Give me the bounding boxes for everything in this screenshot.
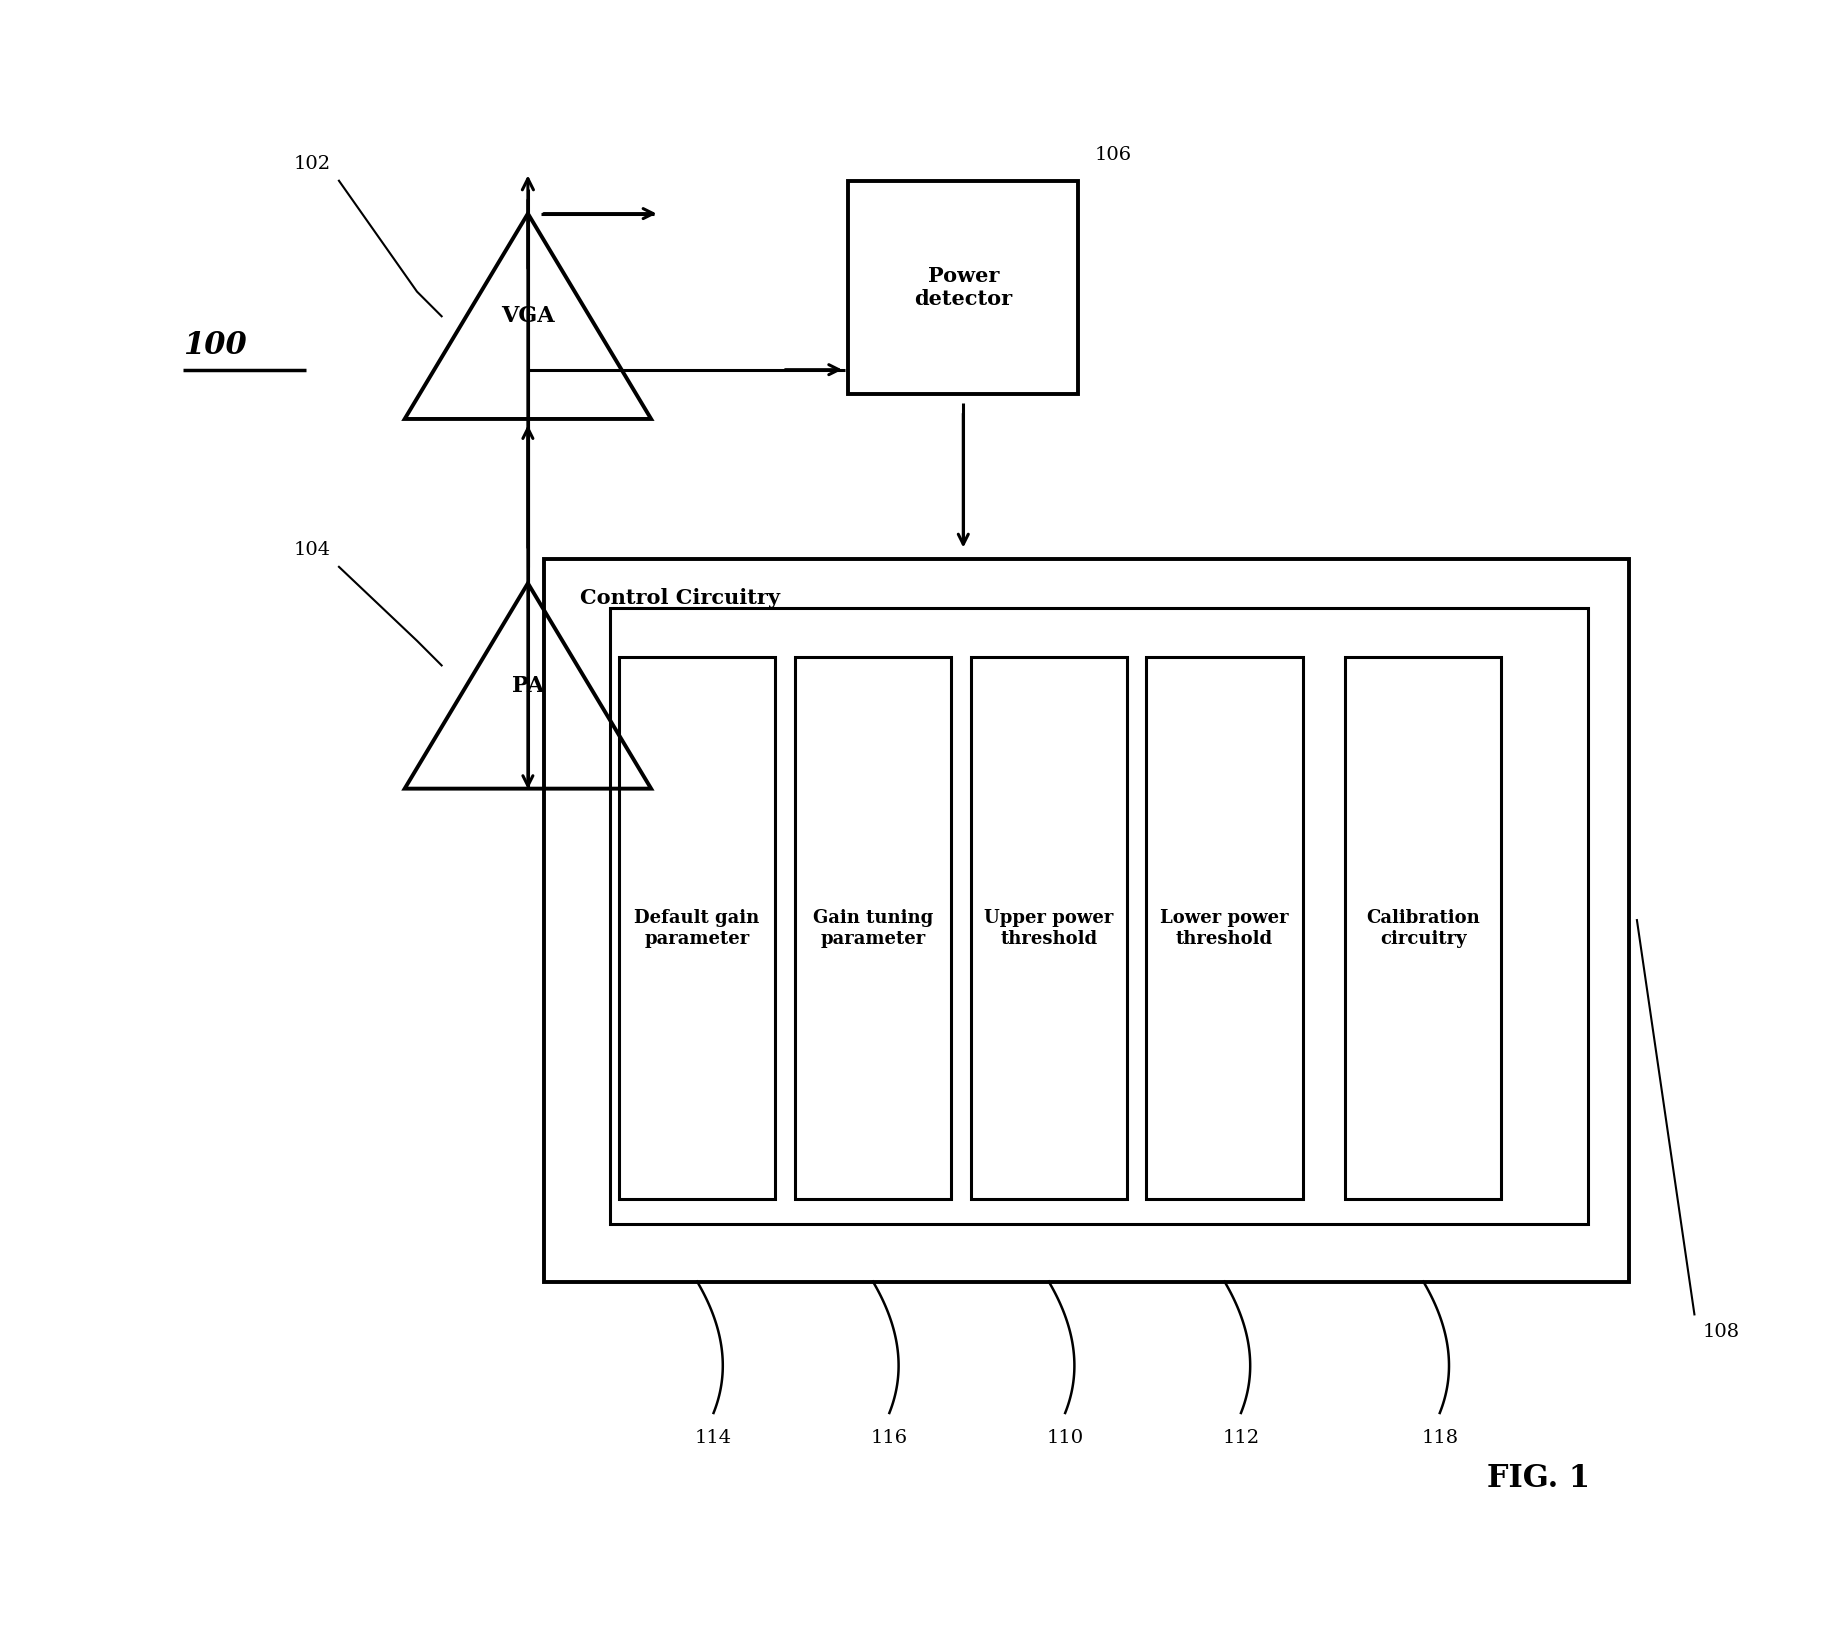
Bar [971,657,1126,1199]
Bar [611,608,1589,1224]
Text: Default gain
parameter: Default gain parameter [634,909,760,948]
Bar [545,559,1629,1282]
Text: 114: 114 [695,1429,733,1447]
Text: 104: 104 [294,541,331,559]
Text: Lower power
threshold: Lower power threshold [1161,909,1289,948]
Text: 118: 118 [1420,1429,1459,1447]
Text: Upper power
threshold: Upper power threshold [983,909,1113,948]
Text: Power
detector: Power detector [914,266,1013,309]
Bar [848,181,1079,394]
Text: Gain tuning
parameter: Gain tuning parameter [813,909,932,948]
Text: VGA: VGA [501,306,554,327]
Text: 116: 116 [870,1429,909,1447]
Text: 108: 108 [1702,1323,1740,1341]
Text: 112: 112 [1223,1429,1259,1447]
Text: Control Circuitry: Control Circuitry [581,588,781,608]
Bar [1345,657,1501,1199]
Text: Calibration
circuitry: Calibration circuitry [1367,909,1481,948]
Text: 100: 100 [183,330,247,361]
Bar [620,657,775,1199]
Text: 102: 102 [294,154,331,173]
Text: FIG. 1: FIG. 1 [1486,1464,1590,1493]
Text: PA: PA [512,675,545,697]
Bar [1146,657,1303,1199]
Text: 110: 110 [1047,1429,1084,1447]
Bar [795,657,951,1199]
Text: 106: 106 [1095,146,1132,164]
